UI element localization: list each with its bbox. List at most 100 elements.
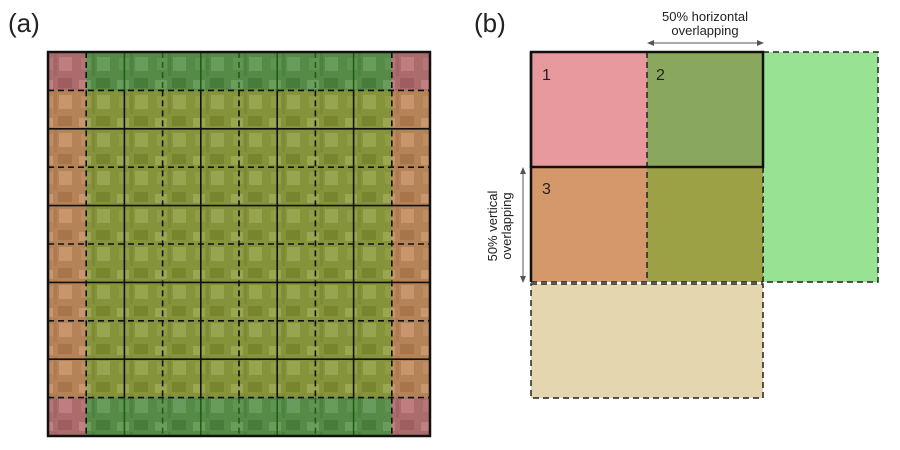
grid-cell xyxy=(239,128,278,168)
grid-cell xyxy=(277,282,316,321)
grid-cell xyxy=(391,320,430,360)
grid-cell xyxy=(86,205,125,244)
panel-a-grid xyxy=(46,50,432,438)
grid-cell xyxy=(391,167,430,206)
grid-cell xyxy=(315,52,354,91)
grid-cell xyxy=(239,205,278,244)
grid-cell xyxy=(124,282,163,321)
grid-cell xyxy=(86,52,125,91)
horizontal-overlap-line1: 50% horizontal xyxy=(662,9,748,24)
grid-cell xyxy=(315,244,354,283)
tile-2 xyxy=(647,52,763,167)
grid-cell xyxy=(239,90,278,129)
grid-cell xyxy=(124,359,163,398)
grid-cell xyxy=(353,359,392,398)
grid-cell xyxy=(315,205,354,244)
grid-cell xyxy=(200,244,239,283)
grid-cell xyxy=(353,282,392,321)
grid-cell xyxy=(162,52,201,91)
vertical-overlap-line2: overlapping xyxy=(499,192,514,259)
grid-cell xyxy=(239,320,278,360)
grid-cell xyxy=(162,244,201,283)
grid-cell xyxy=(48,128,87,168)
grid-cell xyxy=(162,282,201,321)
grid-cell xyxy=(200,205,239,244)
grid-cell xyxy=(48,52,87,91)
grid-cell xyxy=(200,52,239,91)
grid-cell xyxy=(315,320,354,360)
grid-cell xyxy=(162,397,201,436)
grid-cell xyxy=(315,90,354,129)
grid-cell xyxy=(315,128,354,168)
grid-cell xyxy=(353,128,392,168)
tile-number-1: 1 xyxy=(542,67,551,84)
grid-cell xyxy=(86,167,125,206)
panel-a-label: (a) xyxy=(8,8,40,38)
grid-cell xyxy=(239,359,278,398)
grid-cell xyxy=(48,359,87,398)
grid-cell xyxy=(124,320,163,360)
grid-cell xyxy=(391,205,430,244)
panel-a-border xyxy=(46,50,432,438)
grid-cell xyxy=(353,52,392,91)
tile-number-2: 2 xyxy=(656,67,665,84)
grid-cell xyxy=(86,90,125,129)
grid-cell xyxy=(277,205,316,244)
panel-b-tiles: 1 2 3 50% horizontal overlapping 50% ver… xyxy=(485,9,879,399)
grid-cell xyxy=(86,359,125,398)
grid-cell xyxy=(48,205,87,244)
grid-cell xyxy=(162,128,201,168)
tile-1 xyxy=(531,52,647,167)
grid-cell xyxy=(162,359,201,398)
grid-cell xyxy=(200,320,239,360)
grid-cell xyxy=(315,282,354,321)
grid-cell xyxy=(391,282,430,321)
grid-cell xyxy=(277,359,316,398)
grid-cell xyxy=(353,90,392,129)
grid-cell xyxy=(86,320,125,360)
grid-cell xyxy=(124,128,163,168)
grid-cell xyxy=(86,244,125,283)
grid-cell xyxy=(48,90,87,129)
tile-4 xyxy=(647,167,763,282)
grid-cell xyxy=(353,320,392,360)
grid-cell xyxy=(162,320,201,360)
grid-cell xyxy=(48,282,87,321)
grid-cell xyxy=(124,205,163,244)
grid-cell xyxy=(124,397,163,436)
grid-cell xyxy=(391,52,430,91)
tile-3 xyxy=(531,167,647,282)
grid-cell xyxy=(86,282,125,321)
grid-cell xyxy=(239,282,278,321)
panel-b-label: (b) xyxy=(474,8,506,38)
grid-cell xyxy=(277,167,316,206)
grid-cell xyxy=(162,167,201,206)
horizontal-double-arrow xyxy=(647,40,764,46)
grid-cell xyxy=(391,128,430,168)
grid-cell xyxy=(239,244,278,283)
right-shifted-tile xyxy=(762,51,879,283)
grid-cell xyxy=(353,167,392,206)
grid-cell xyxy=(200,128,239,168)
grid-cell xyxy=(353,397,392,436)
grid-cell xyxy=(200,359,239,398)
grid-cell xyxy=(200,282,239,321)
grid-cell xyxy=(239,52,278,91)
grid-cell xyxy=(200,167,239,206)
grid-cell xyxy=(353,205,392,244)
grid-cell xyxy=(86,397,125,436)
vertical-double-arrow xyxy=(520,167,526,283)
grid-cell xyxy=(315,167,354,206)
grid-lines xyxy=(48,52,430,436)
grid-cell xyxy=(315,359,354,398)
grid-cell xyxy=(200,397,239,436)
grid-cell xyxy=(277,397,316,436)
grid-cell xyxy=(277,90,316,129)
grid-cell xyxy=(353,244,392,283)
vertical-overlap-line1: 50% vertical xyxy=(485,190,500,261)
horizontal-overlap-line2: overlapping xyxy=(671,23,738,38)
grid-cell xyxy=(200,90,239,129)
grid-cell xyxy=(315,397,354,436)
grid-cell xyxy=(48,320,87,360)
grid-cell xyxy=(391,244,430,283)
